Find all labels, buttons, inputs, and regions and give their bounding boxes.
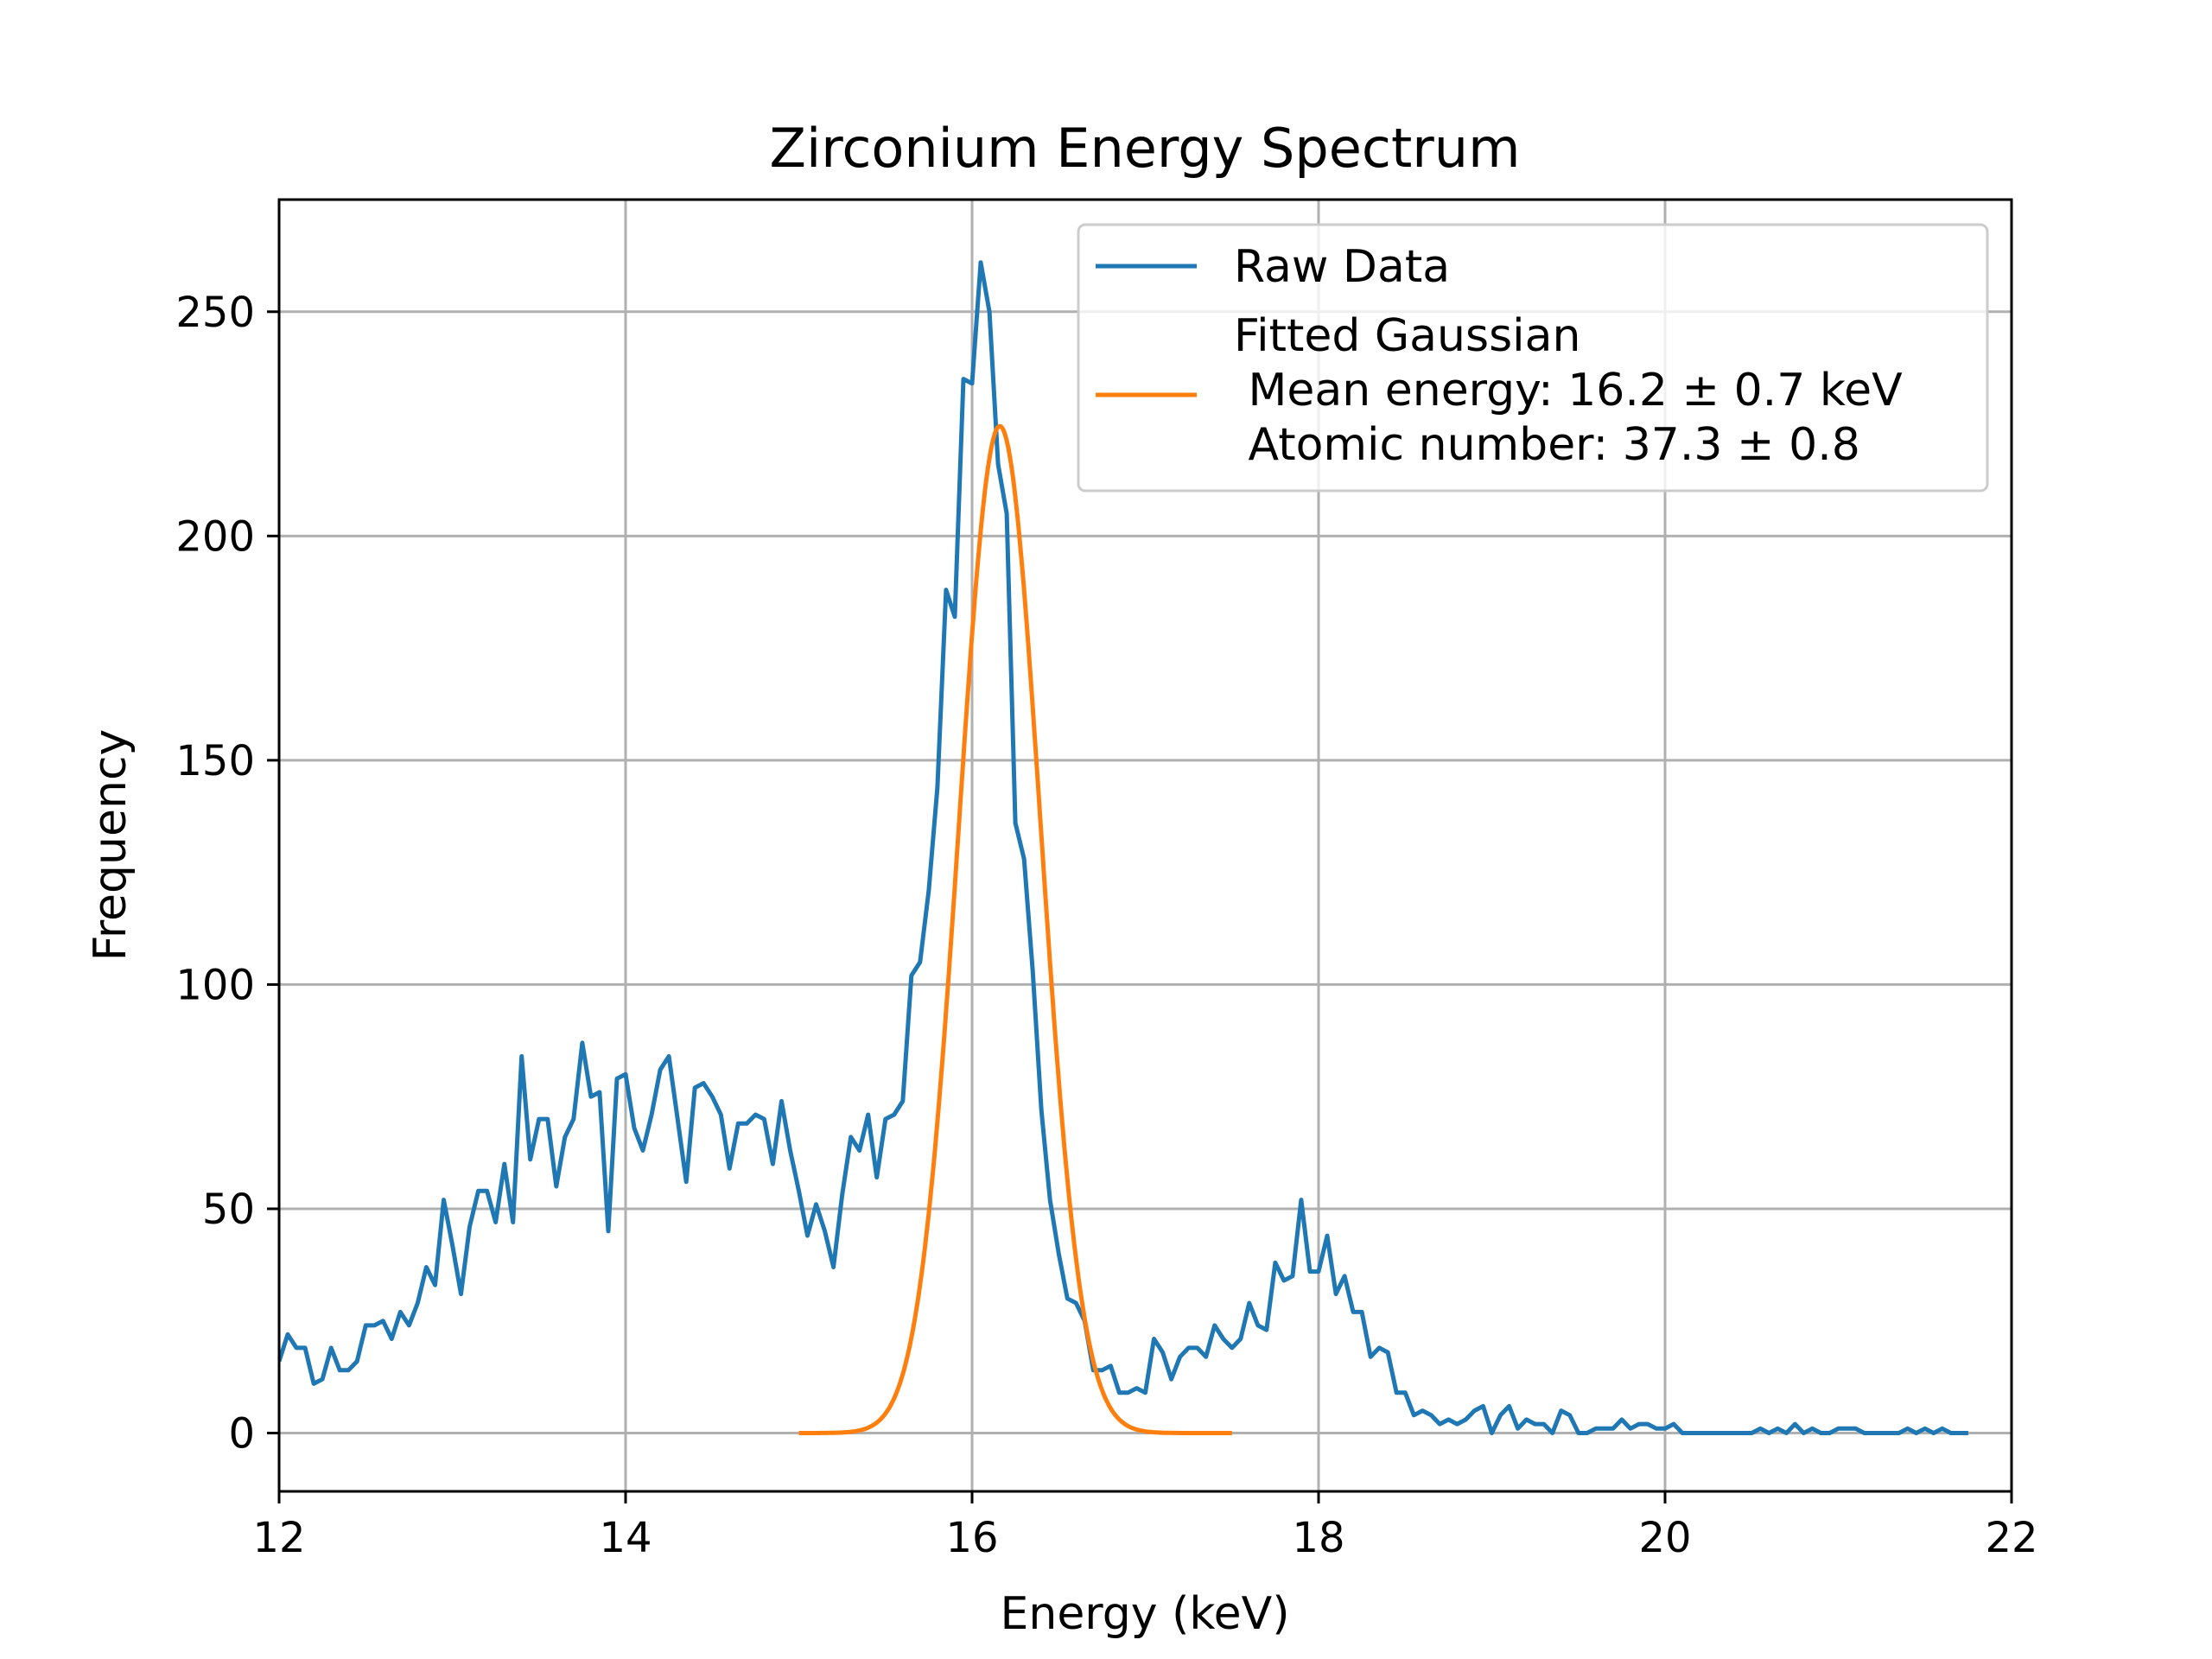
legend-label-line: Mean energy: 16.2 ± 0.7 keV <box>1234 365 1903 416</box>
chart-title: Zirconium Energy Spectrum <box>770 117 1521 180</box>
plot-lines <box>279 260 1968 1435</box>
legend-label-raw-data: Raw Data <box>1234 241 1450 293</box>
x-tick-label: 14 <box>599 1514 652 1562</box>
legend-label-fitted-gaussian: Fitted Gaussian Mean energy: 16.2 ± 0.7 … <box>1234 310 1903 471</box>
y-tick-label: 50 <box>202 1185 255 1234</box>
plot-frame <box>277 198 2013 1493</box>
legend-label-line: Atomic number: 37.3 ± 0.8 <box>1234 419 1860 471</box>
y-tick-label: 150 <box>175 737 255 785</box>
legend-box <box>1077 223 1989 493</box>
series-fitted-gaussian-line <box>798 423 1233 1435</box>
y-tick-label: 0 <box>228 1410 255 1459</box>
x-tick-label: 22 <box>1985 1514 2037 1562</box>
y-tick-label: 250 <box>175 289 255 337</box>
x-tick-label: 16 <box>945 1514 998 1562</box>
y-tick-label: 100 <box>175 961 255 1009</box>
x-tick-label: 20 <box>1638 1514 1691 1562</box>
x-tick-label: 12 <box>252 1514 305 1562</box>
y-axis-ticks: 0 50 100 150 200 250 <box>175 289 279 1459</box>
x-tick-label: 18 <box>1292 1514 1344 1562</box>
legend: Raw Data Fitted Gaussian Mean energy: 16… <box>1077 223 1989 493</box>
x-axis-ticks: 12 14 16 18 20 22 <box>252 1491 2038 1562</box>
y-axis-label: Frequency <box>85 729 137 962</box>
legend-label-line: Fitted Gaussian <box>1234 310 1580 362</box>
grid <box>277 200 2013 1491</box>
series-raw-data-line <box>279 260 1968 1435</box>
x-axis-label: Energy (keV) <box>1001 1588 1290 1640</box>
y-tick-label: 200 <box>175 512 255 561</box>
